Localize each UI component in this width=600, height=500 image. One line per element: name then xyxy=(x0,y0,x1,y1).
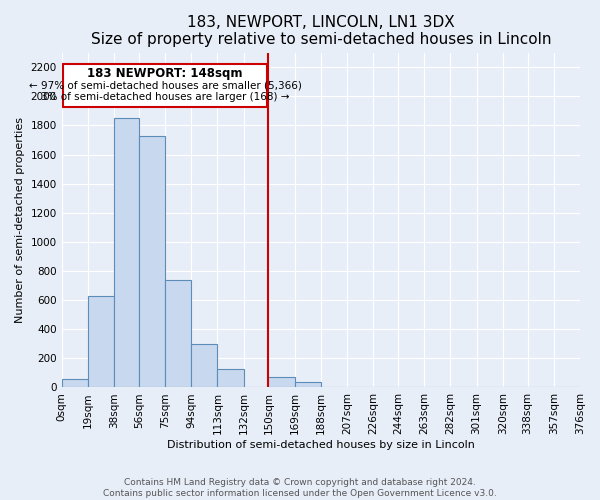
Bar xyxy=(114,118,139,388)
Text: 183 NEWPORT: 148sqm: 183 NEWPORT: 148sqm xyxy=(88,67,243,80)
Title: 183, NEWPORT, LINCOLN, LN1 3DX
Size of property relative to semi-detached houses: 183, NEWPORT, LINCOLN, LN1 3DX Size of p… xyxy=(91,15,551,48)
FancyBboxPatch shape xyxy=(63,64,267,106)
Bar xyxy=(88,296,114,388)
Bar xyxy=(191,344,217,388)
Y-axis label: Number of semi-detached properties: Number of semi-detached properties xyxy=(15,117,25,323)
Bar xyxy=(295,382,321,388)
Text: ← 97% of semi-detached houses are smaller (5,366): ← 97% of semi-detached houses are smalle… xyxy=(29,80,301,90)
X-axis label: Distribution of semi-detached houses by size in Lincoln: Distribution of semi-detached houses by … xyxy=(167,440,475,450)
Bar xyxy=(62,378,88,388)
Bar xyxy=(268,378,295,388)
Bar xyxy=(217,368,244,388)
Bar xyxy=(139,136,165,388)
Bar xyxy=(165,280,191,388)
Text: Contains HM Land Registry data © Crown copyright and database right 2024.
Contai: Contains HM Land Registry data © Crown c… xyxy=(103,478,497,498)
Text: 3% of semi-detached houses are larger (168) →: 3% of semi-detached houses are larger (1… xyxy=(41,92,289,102)
